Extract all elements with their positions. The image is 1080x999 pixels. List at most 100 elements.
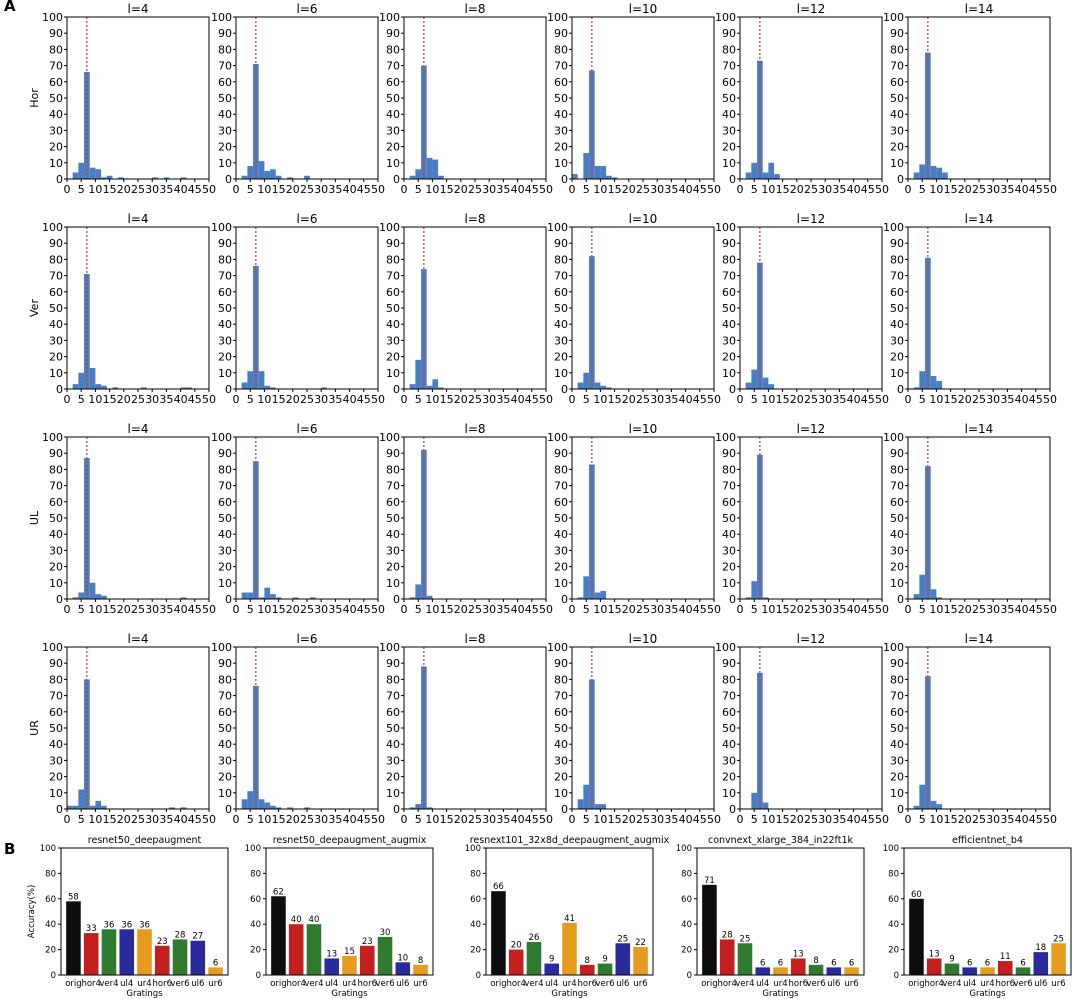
x-tick-label: 50: [1043, 183, 1057, 196]
histogram-panel: l=140 5 10 15 20 25 30 35 40 45 500102030405060708…: [883, 212, 1057, 406]
x-tick-label: 15: [103, 813, 117, 826]
histogram-bar: [936, 804, 943, 809]
histogram-bar: [426, 157, 433, 179]
x-tick-label: 50: [1043, 603, 1057, 616]
y-tick-label: 30: [890, 544, 904, 557]
x-tick-label: 35: [159, 393, 173, 406]
x-tick-label: 15: [272, 813, 286, 826]
x-tick-label: 5: [919, 603, 926, 616]
x-tick-label: 40: [679, 393, 693, 406]
x-tick-label: 45: [861, 393, 875, 406]
y-tick-label: 70: [722, 690, 736, 703]
y-tick-label: 20: [554, 561, 568, 574]
x-tick-label: 20: [286, 813, 300, 826]
histogram-bar: [583, 372, 590, 389]
histogram-bar: [432, 379, 439, 389]
x-tick-label: 15: [103, 393, 117, 406]
histogram-panel: l=60 5 10 15 20 25 30 35 40 45 5001020304050607080…: [211, 422, 385, 616]
x-tick-label: 45: [861, 603, 875, 616]
x-axis-label: Gratings: [126, 989, 163, 999]
x-tick-label: 0: [569, 183, 576, 196]
x-tick-label: 20: [622, 813, 636, 826]
y-tick-label: 100: [715, 11, 736, 24]
histogram-panel: l=40 5 10 15 20 25 30 35 40 45 5001020304050607080…: [42, 2, 216, 196]
histogram-bar: [768, 162, 775, 179]
y-tick-label: 80: [250, 869, 261, 879]
y-tick-label: 10: [890, 577, 904, 590]
accuracy-panel: resnet50_deepaugment 58 orig 33 hor4 36 ver4 36…: [27, 835, 229, 999]
x-tick-label: 10: [929, 183, 943, 196]
histogram-bar: [762, 597, 769, 599]
y-tick-label: 40: [218, 738, 232, 751]
y-tick-label: 10: [722, 787, 736, 800]
y-tick-label: 80: [890, 673, 904, 686]
x-tick-label: 5: [78, 813, 85, 826]
y-tick-label: 0: [393, 173, 400, 186]
histogram-bar: [415, 584, 422, 599]
accuracy-bar: [944, 963, 960, 975]
y-tick-label: 30: [722, 754, 736, 767]
y-tick-label: 70: [890, 690, 904, 703]
y-tick-label: 100: [883, 11, 904, 24]
histogram-bar: [180, 807, 187, 809]
accuracy-bar: [413, 964, 428, 975]
x-tick-label: 5: [583, 183, 590, 196]
y-tick-label: 0: [561, 593, 568, 606]
y-tick-label: 0: [56, 803, 63, 816]
accuracy-bar: [306, 924, 322, 975]
x-tick-label: 20: [454, 813, 468, 826]
histogram-bar: [751, 162, 758, 179]
histogram-bar: [72, 805, 79, 809]
x-tick-label: ver6: [1013, 979, 1032, 989]
x-tick-label: 15: [608, 393, 622, 406]
bar-value-label: 6: [849, 958, 854, 968]
y-tick-label: 20: [218, 141, 232, 154]
y-tick-label: 10: [386, 367, 400, 380]
histogram-bar: [258, 799, 265, 809]
x-tick-label: 45: [693, 603, 707, 616]
y-tick-label: 40: [49, 738, 63, 751]
y-tick-label: 60: [49, 496, 63, 509]
y-tick-label: 80: [554, 253, 568, 266]
histogram-bar: [583, 153, 590, 179]
bar-value-label: 13: [929, 949, 940, 959]
x-tick-label: 10: [761, 393, 775, 406]
x-tick-label: 30: [482, 393, 496, 406]
histogram-bar: [913, 387, 920, 389]
histogram-panel: l=40 5 10 15 20 25 30 35 40 45 5001020304050607080…: [42, 422, 216, 616]
bar-value-label: 36: [104, 920, 115, 930]
y-tick-label: 100: [211, 431, 232, 444]
y-tick-label: 20: [554, 351, 568, 364]
panel-title: l=14: [965, 2, 994, 16]
x-tick-label: 10: [761, 603, 775, 616]
y-tick-label: 90: [49, 27, 63, 40]
x-tick-label: ur6: [844, 979, 858, 989]
x-tick-label: 50: [707, 183, 721, 196]
y-tick-label: 30: [49, 124, 63, 137]
x-tick-label: ver4: [304, 979, 323, 989]
x-tick-label: 35: [1000, 813, 1014, 826]
histogram-panel: l=80 5 10 15 20 25 30 35 40 45 5001020304050607080…: [379, 2, 553, 196]
accuracy-bar: [997, 961, 1013, 975]
x-tick-label: 5: [78, 603, 85, 616]
histogram-bar: [241, 175, 248, 179]
histogram-bar: [745, 597, 752, 599]
y-tick-label: 50: [554, 722, 568, 735]
y-tick-label: 40: [722, 528, 736, 541]
x-tick-label: 40: [343, 393, 357, 406]
x-tick-label: 25: [131, 813, 145, 826]
histogram-panel: l=80 5 10 15 20 25 30 35 40 45 5001020304050607080…: [379, 422, 553, 616]
y-tick-label: 80: [890, 463, 904, 476]
x-tick-label: 35: [496, 393, 510, 406]
x-tick-label: 10: [88, 183, 102, 196]
histogram-bar: [275, 597, 282, 599]
histogram-panel: l=60 5 10 15 20 25 30 35 40 45 5001020304050607080…: [211, 2, 385, 196]
x-tick-label: 25: [300, 183, 314, 196]
histogram-bar: [247, 166, 254, 179]
y-tick-label: 70: [722, 480, 736, 493]
accuracy-bar: [562, 922, 577, 975]
histogram-bar: [264, 385, 271, 389]
bar-value-label: 13: [326, 949, 337, 959]
y-tick-label: 80: [890, 43, 904, 56]
histogram-bar: [95, 594, 102, 599]
